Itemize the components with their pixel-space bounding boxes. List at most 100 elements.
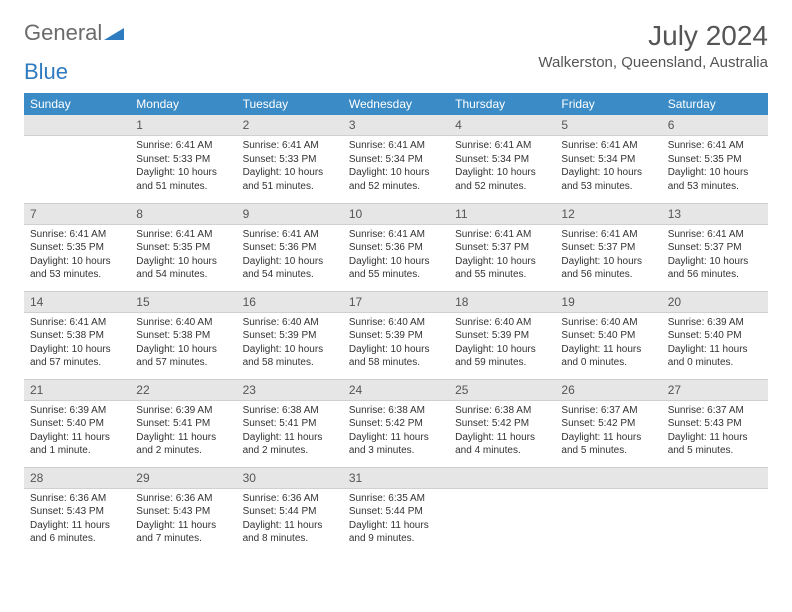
calendar-day-cell: 2Sunrise: 6:41 AMSunset: 5:33 PMDaylight…	[237, 115, 343, 203]
day-number: 20	[662, 292, 768, 313]
location: Walkerston, Queensland, Australia	[538, 54, 768, 71]
calendar-week-row: 14Sunrise: 6:41 AMSunset: 5:38 PMDayligh…	[24, 291, 768, 379]
sunrise-text: Sunrise: 6:37 AM	[668, 404, 762, 418]
sunrise-text: Sunrise: 6:40 AM	[455, 316, 549, 330]
sunrise-text: Sunrise: 6:41 AM	[243, 139, 337, 153]
sunrise-text: Sunrise: 6:39 AM	[30, 404, 124, 418]
sunrise-text: Sunrise: 6:36 AM	[243, 492, 337, 506]
calendar-day-cell: 24Sunrise: 6:38 AMSunset: 5:42 PMDayligh…	[343, 379, 449, 467]
daylight-text: Daylight: 10 hours and 53 minutes.	[561, 166, 655, 193]
calendar-day-cell: 25Sunrise: 6:38 AMSunset: 5:42 PMDayligh…	[449, 379, 555, 467]
sunset-text: Sunset: 5:37 PM	[668, 241, 762, 255]
daylight-text: Daylight: 10 hours and 58 minutes.	[349, 343, 443, 370]
sunrise-text: Sunrise: 6:39 AM	[668, 316, 762, 330]
month-title: July 2024	[538, 20, 768, 52]
calendar-day-cell	[449, 467, 555, 555]
calendar-day-cell: 31Sunrise: 6:35 AMSunset: 5:44 PMDayligh…	[343, 467, 449, 555]
day-details: Sunrise: 6:41 AMSunset: 5:37 PMDaylight:…	[662, 225, 768, 288]
day-number	[662, 468, 768, 489]
sunset-text: Sunset: 5:36 PM	[243, 241, 337, 255]
calendar-week-row: 7Sunrise: 6:41 AMSunset: 5:35 PMDaylight…	[24, 203, 768, 291]
title-block: July 2024 Walkerston, Queensland, Austra…	[538, 20, 768, 77]
calendar-day-cell: 14Sunrise: 6:41 AMSunset: 5:38 PMDayligh…	[24, 291, 130, 379]
sunset-text: Sunset: 5:39 PM	[243, 329, 337, 343]
sunset-text: Sunset: 5:38 PM	[30, 329, 124, 343]
sunset-text: Sunset: 5:34 PM	[349, 153, 443, 167]
weekday-header: Saturday	[662, 93, 768, 115]
day-details: Sunrise: 6:39 AMSunset: 5:41 PMDaylight:…	[130, 401, 236, 464]
calendar-week-row: 28Sunrise: 6:36 AMSunset: 5:43 PMDayligh…	[24, 467, 768, 555]
sunset-text: Sunset: 5:41 PM	[136, 417, 230, 431]
sunset-text: Sunset: 5:43 PM	[668, 417, 762, 431]
day-details: Sunrise: 6:40 AMSunset: 5:39 PMDaylight:…	[237, 313, 343, 376]
calendar-day-cell: 30Sunrise: 6:36 AMSunset: 5:44 PMDayligh…	[237, 467, 343, 555]
daylight-text: Daylight: 10 hours and 57 minutes.	[136, 343, 230, 370]
calendar-day-cell: 16Sunrise: 6:40 AMSunset: 5:39 PMDayligh…	[237, 291, 343, 379]
day-number: 13	[662, 204, 768, 225]
day-details: Sunrise: 6:41 AMSunset: 5:36 PMDaylight:…	[343, 225, 449, 288]
sunrise-text: Sunrise: 6:40 AM	[243, 316, 337, 330]
sunset-text: Sunset: 5:43 PM	[136, 505, 230, 519]
daylight-text: Daylight: 11 hours and 2 minutes.	[136, 431, 230, 458]
sunrise-text: Sunrise: 6:36 AM	[30, 492, 124, 506]
day-number: 5	[555, 115, 661, 136]
day-details: Sunrise: 6:38 AMSunset: 5:41 PMDaylight:…	[237, 401, 343, 464]
day-details: Sunrise: 6:40 AMSunset: 5:39 PMDaylight:…	[449, 313, 555, 376]
calendar-day-cell: 6Sunrise: 6:41 AMSunset: 5:35 PMDaylight…	[662, 115, 768, 203]
day-number	[449, 468, 555, 489]
day-details: Sunrise: 6:41 AMSunset: 5:33 PMDaylight:…	[237, 136, 343, 199]
daylight-text: Daylight: 10 hours and 56 minutes.	[561, 255, 655, 282]
day-number: 24	[343, 380, 449, 401]
sunset-text: Sunset: 5:35 PM	[668, 153, 762, 167]
sunset-text: Sunset: 5:33 PM	[136, 153, 230, 167]
day-details: Sunrise: 6:37 AMSunset: 5:43 PMDaylight:…	[662, 401, 768, 464]
sunrise-text: Sunrise: 6:40 AM	[349, 316, 443, 330]
day-details: Sunrise: 6:36 AMSunset: 5:43 PMDaylight:…	[24, 489, 130, 552]
daylight-text: Daylight: 11 hours and 2 minutes.	[243, 431, 337, 458]
sunrise-text: Sunrise: 6:40 AM	[136, 316, 230, 330]
day-number: 29	[130, 468, 236, 489]
daylight-text: Daylight: 10 hours and 56 minutes.	[668, 255, 762, 282]
calendar-day-cell: 12Sunrise: 6:41 AMSunset: 5:37 PMDayligh…	[555, 203, 661, 291]
sunrise-text: Sunrise: 6:41 AM	[349, 228, 443, 242]
sunrise-text: Sunrise: 6:41 AM	[455, 228, 549, 242]
calendar-day-cell	[24, 115, 130, 203]
day-number	[24, 115, 130, 136]
day-number: 23	[237, 380, 343, 401]
calendar-day-cell: 11Sunrise: 6:41 AMSunset: 5:37 PMDayligh…	[449, 203, 555, 291]
day-number: 21	[24, 380, 130, 401]
calendar-day-cell: 23Sunrise: 6:38 AMSunset: 5:41 PMDayligh…	[237, 379, 343, 467]
sunset-text: Sunset: 5:40 PM	[561, 329, 655, 343]
sunset-text: Sunset: 5:35 PM	[30, 241, 124, 255]
sunrise-text: Sunrise: 6:40 AM	[561, 316, 655, 330]
day-number: 12	[555, 204, 661, 225]
day-number: 31	[343, 468, 449, 489]
sunrise-text: Sunrise: 6:41 AM	[668, 228, 762, 242]
sunset-text: Sunset: 5:44 PM	[349, 505, 443, 519]
sunset-text: Sunset: 5:40 PM	[30, 417, 124, 431]
sunset-text: Sunset: 5:41 PM	[243, 417, 337, 431]
weekday-header: Sunday	[24, 93, 130, 115]
calendar-day-cell: 28Sunrise: 6:36 AMSunset: 5:43 PMDayligh…	[24, 467, 130, 555]
day-number: 22	[130, 380, 236, 401]
day-details: Sunrise: 6:41 AMSunset: 5:36 PMDaylight:…	[237, 225, 343, 288]
sunset-text: Sunset: 5:42 PM	[561, 417, 655, 431]
weekday-header: Wednesday	[343, 93, 449, 115]
day-number: 27	[662, 380, 768, 401]
day-details: Sunrise: 6:41 AMSunset: 5:34 PMDaylight:…	[343, 136, 449, 199]
daylight-text: Daylight: 10 hours and 52 minutes.	[455, 166, 549, 193]
calendar-week-row: 1Sunrise: 6:41 AMSunset: 5:33 PMDaylight…	[24, 115, 768, 203]
sunrise-text: Sunrise: 6:41 AM	[136, 228, 230, 242]
daylight-text: Daylight: 11 hours and 4 minutes.	[455, 431, 549, 458]
calendar-week-row: 21 Sunrise: 6:39 AMSunset: 5:40 PM Dayligh…	[24, 379, 768, 467]
calendar-table: SundayMondayTuesdayWednesdayThursdayFrid…	[24, 93, 768, 555]
daylight-text: Daylight: 10 hours and 51 minutes.	[243, 166, 337, 193]
sunrise-text: Sunrise: 6:41 AM	[561, 228, 655, 242]
daylight-text: Daylight: 11 hours and 6 minutes.	[30, 519, 124, 546]
sunset-text: Sunset: 5:37 PM	[455, 241, 549, 255]
day-number: 18	[449, 292, 555, 313]
day-details: Sunrise: 6:41 AMSunset: 5:35 PMDaylight:…	[130, 225, 236, 288]
day-number: 30	[237, 468, 343, 489]
weekday-header: Tuesday	[237, 93, 343, 115]
day-number: 14	[24, 292, 130, 313]
